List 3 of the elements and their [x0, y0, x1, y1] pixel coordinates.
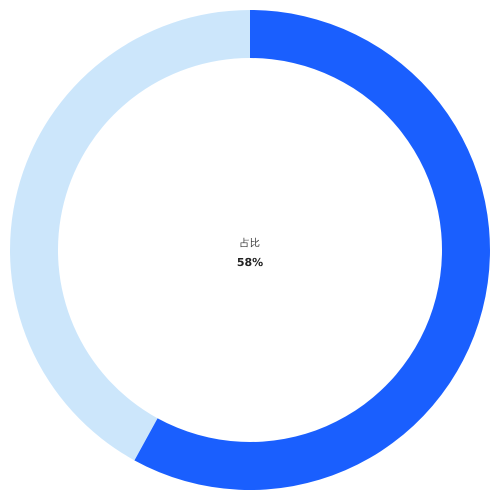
text: 58%	[236, 256, 264, 269]
donut-slice	[134, 10, 490, 490]
text: 占比	[240, 237, 260, 249]
